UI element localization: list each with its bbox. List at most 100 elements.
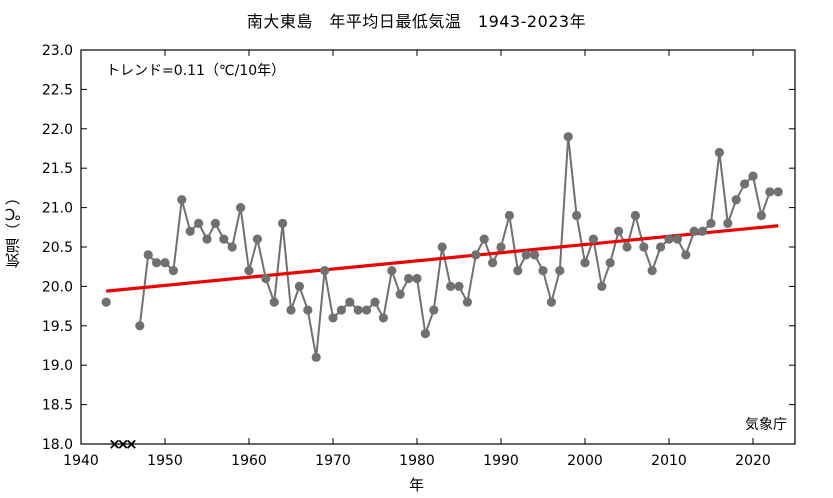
data-point — [378, 313, 388, 323]
data-point — [504, 210, 514, 221]
data-point — [614, 226, 624, 236]
data-point — [160, 258, 170, 268]
data-point — [756, 210, 767, 221]
data-point — [320, 266, 330, 276]
data-point — [647, 266, 657, 276]
data-point — [530, 250, 540, 260]
data-point — [597, 281, 607, 291]
data-point — [336, 305, 346, 315]
data-point — [521, 250, 531, 260]
data-point — [294, 281, 304, 291]
data-point — [698, 226, 708, 236]
missing-data-mark: × — [125, 435, 138, 453]
y-tick-label: 22.0 — [42, 122, 73, 138]
y-tick-label: 20.0 — [42, 279, 73, 295]
chart-title: 南大東島 年平均日最低気温 1943-2023年 — [246, 12, 587, 31]
missing-data-mark: × — [117, 435, 130, 453]
data-point — [723, 218, 733, 228]
data-point — [152, 258, 162, 268]
y-tick-label: 19.5 — [42, 319, 73, 335]
data-point — [404, 273, 414, 284]
data-point — [261, 273, 271, 284]
y-tick-label: 18.0 — [42, 437, 73, 453]
data-point — [630, 210, 641, 221]
missing-data-mark: × — [108, 435, 121, 453]
data-point — [446, 281, 456, 291]
data-point — [278, 218, 288, 228]
data-point — [236, 203, 246, 213]
data-point — [563, 132, 573, 142]
data-point — [748, 171, 758, 181]
data-point — [395, 289, 405, 299]
data-point — [496, 242, 506, 252]
data-point — [328, 313, 338, 323]
data-point — [546, 297, 557, 307]
data-point — [286, 305, 296, 315]
trend-annotation: トレンド=0.11（℃/10年） — [106, 63, 286, 79]
data-point — [714, 147, 725, 158]
data-point — [639, 242, 649, 252]
data-point — [412, 273, 422, 284]
data-point — [252, 234, 262, 244]
data-point — [177, 195, 187, 205]
data-point — [101, 297, 111, 307]
x-tick-label: 1950 — [147, 453, 183, 469]
source-credit: 気象庁 — [745, 417, 787, 433]
data-point — [370, 297, 380, 307]
y-tick-label: 20.5 — [42, 240, 73, 256]
data-point — [429, 305, 439, 315]
x-tick-label: 1960 — [231, 453, 267, 469]
data-point — [513, 266, 523, 276]
data-point — [588, 234, 599, 244]
x-tick-label: 2000 — [567, 453, 603, 469]
data-point — [244, 266, 254, 276]
data-point — [219, 234, 229, 244]
data-point — [135, 321, 145, 331]
x-tick-label: 1970 — [315, 453, 351, 469]
data-point — [681, 250, 691, 260]
data-point — [580, 258, 590, 268]
data-point — [269, 297, 279, 307]
data-point — [538, 266, 548, 276]
data-point — [387, 266, 397, 276]
data-point — [731, 195, 741, 205]
x-tick-label: 1940 — [63, 453, 99, 469]
data-point — [479, 234, 489, 244]
x-tick-label: 1990 — [483, 453, 519, 469]
x-tick-label: 1980 — [399, 453, 435, 469]
x-tick-label: 2010 — [651, 453, 687, 469]
y-tick-label: 19.0 — [42, 358, 73, 374]
data-point — [488, 258, 498, 268]
data-point — [740, 179, 750, 189]
data-point — [311, 352, 321, 362]
data-point — [437, 242, 447, 252]
data-point — [227, 242, 237, 252]
data-point — [353, 305, 363, 315]
y-tick-label: 21.5 — [42, 161, 73, 177]
data-point — [555, 266, 565, 276]
data-point — [706, 218, 716, 228]
y-tick-label: 21.0 — [42, 201, 73, 217]
data-point — [210, 218, 220, 228]
data-point — [471, 250, 481, 260]
data-point — [462, 297, 472, 307]
data-point — [572, 210, 582, 221]
x-tick-label: 2020 — [735, 453, 771, 469]
data-point — [765, 187, 775, 197]
data-point — [605, 258, 615, 268]
data-point — [689, 226, 699, 236]
data-point — [143, 250, 153, 260]
data-point — [362, 305, 372, 315]
x-axis-label: 年 — [408, 476, 424, 494]
y-tick-label: 23.0 — [42, 43, 73, 59]
data-point — [185, 226, 195, 236]
data-point — [303, 305, 313, 315]
y-tick-label: 18.5 — [42, 398, 73, 414]
data-point — [672, 234, 683, 244]
data-point — [202, 234, 212, 244]
data-point — [454, 281, 464, 291]
data-point — [773, 187, 783, 197]
data-point — [194, 218, 204, 228]
data-point — [664, 234, 674, 244]
